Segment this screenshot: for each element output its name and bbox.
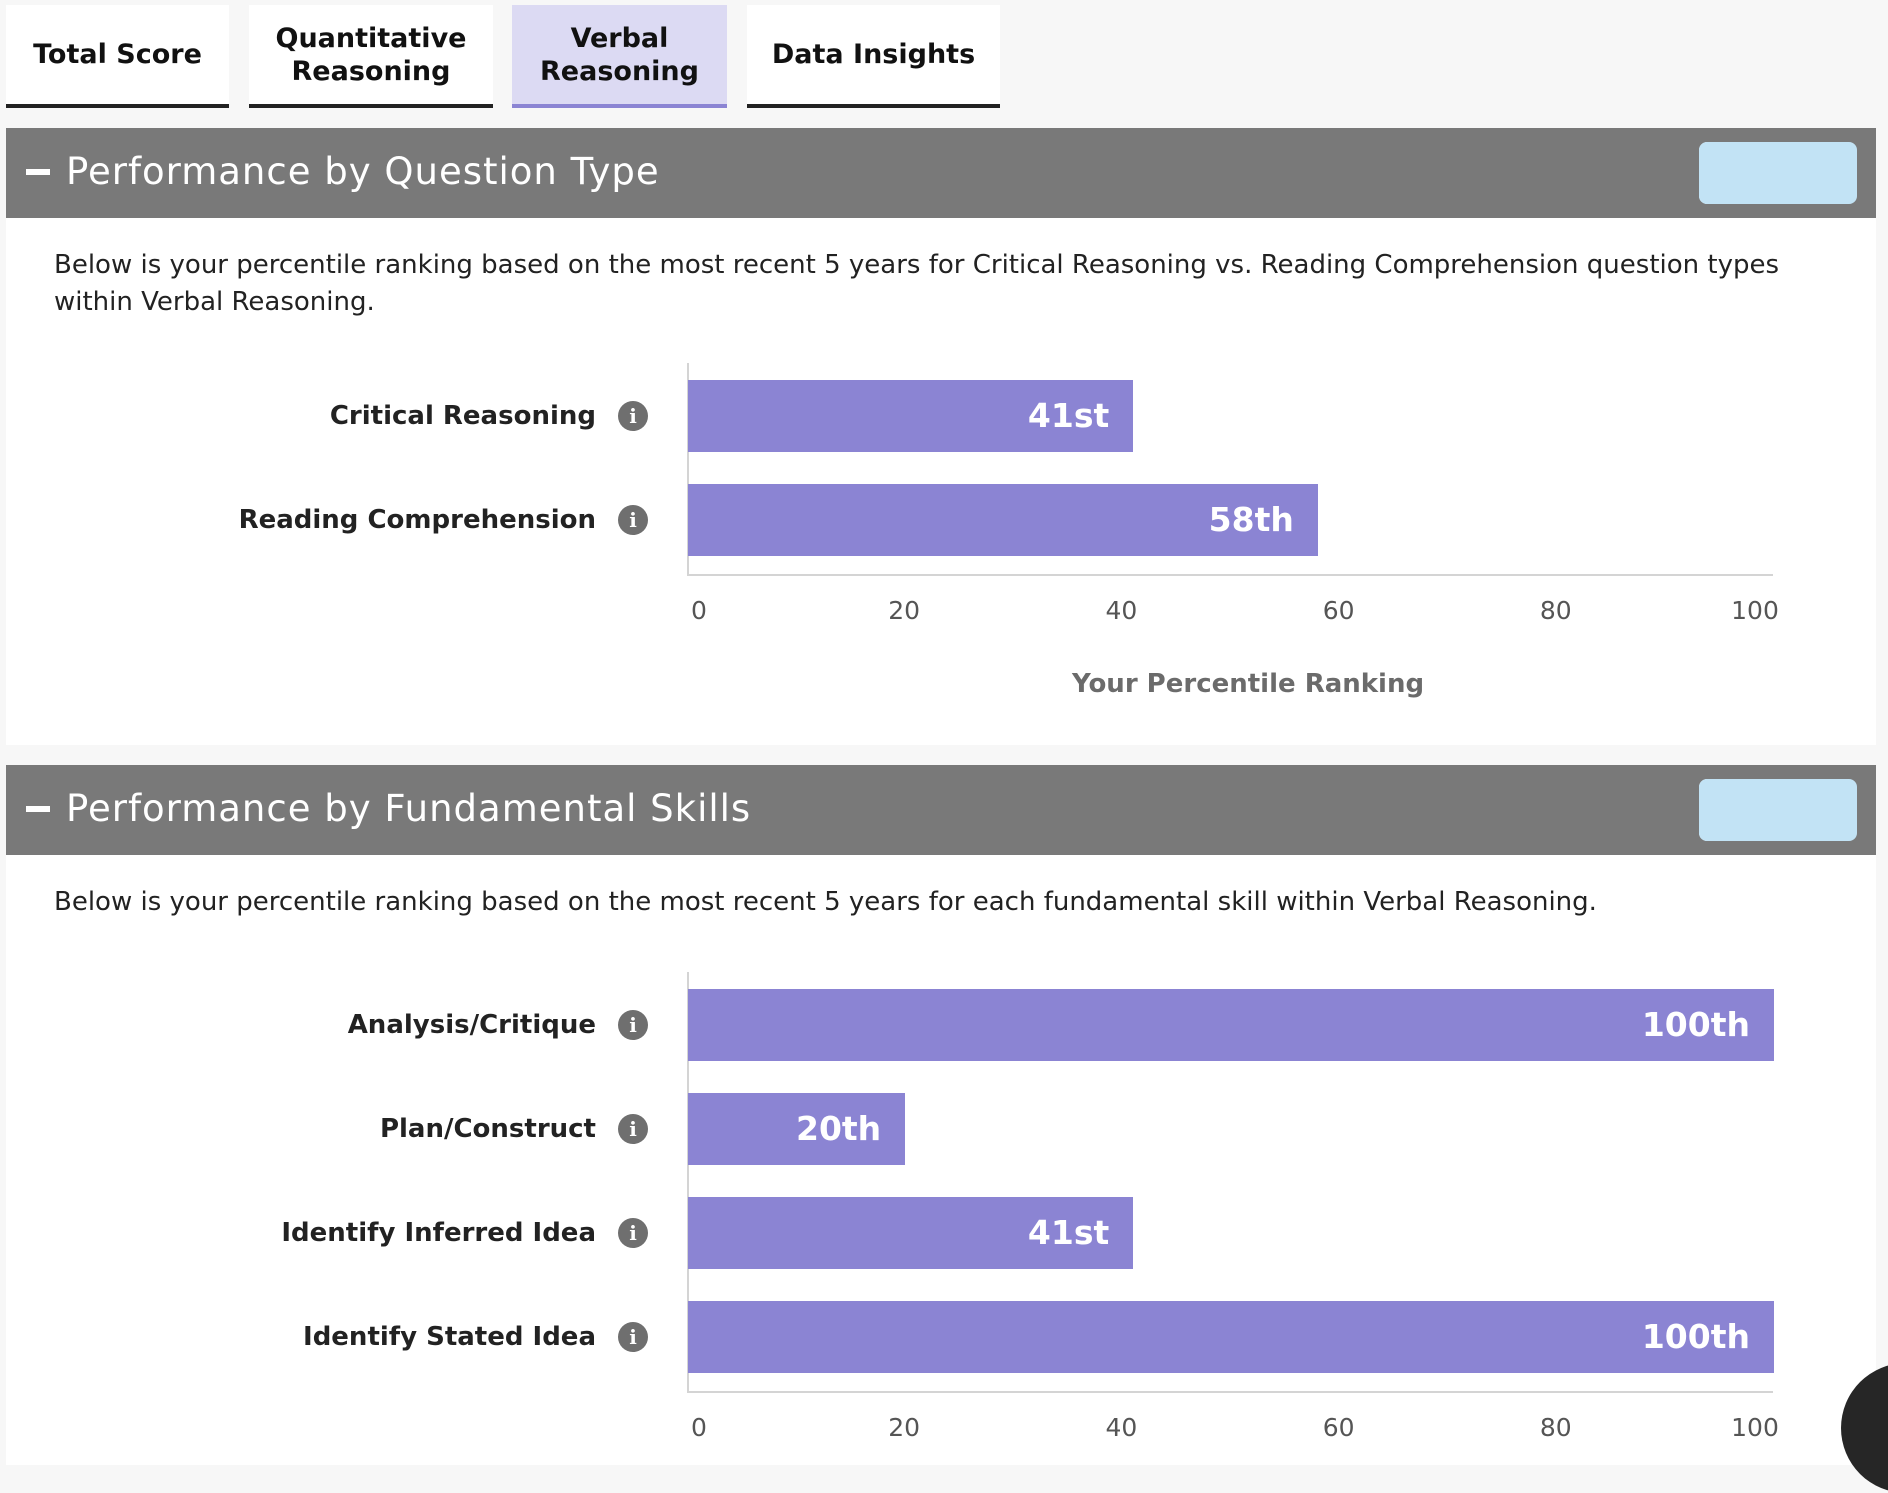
percentile-bar-chart: Critical Reasoning i 41st Reading Comprehen… <box>6 363 1876 743</box>
section-fundamental-skills: Performance by Fundamental Skills <box>6 765 1876 1465</box>
category-row: Reading Comprehension i <box>6 484 666 556</box>
chart-view-button[interactable] <box>1699 779 1857 841</box>
percentile-bar-chart: Analysis/Critique i 100th Plan/Construct i 20… <box>6 972 1876 1442</box>
bar-value-label: 41st <box>1027 1213 1110 1252</box>
category-row: Identify Inferred Idea i <box>6 1197 666 1269</box>
category-label: Identify Stated Idea <box>303 1322 596 1352</box>
x-tick-label: 100 <box>1731 596 1779 625</box>
tab-label: Verbal Reasoning <box>540 22 699 87</box>
category-label: Reading Comprehension <box>238 505 596 535</box>
minus-icon[interactable] <box>26 806 50 812</box>
view-toggle <box>1699 142 1857 204</box>
x-tick-label: 80 <box>1539 596 1572 625</box>
info-icon[interactable]: i <box>618 1322 648 1352</box>
bar-value-label: 20th <box>795 1109 882 1148</box>
x-tick-label: 60 <box>1322 596 1355 625</box>
tab-label: Data Insights <box>771 39 976 70</box>
bar-value-label: 100th <box>1641 1317 1750 1356</box>
tab-data-insights[interactable]: Data Insights <box>747 5 1000 108</box>
bar: 58th <box>688 484 1318 556</box>
x-tick-label: 40 <box>1105 596 1138 625</box>
info-icon[interactable]: i <box>618 1010 648 1040</box>
x-axis-line <box>687 574 1773 576</box>
x-tick-label: 0 <box>691 596 707 625</box>
section-title: Performance by Question Type <box>66 150 660 193</box>
x-tick-label: 20 <box>888 1413 921 1442</box>
view-toggle <box>1699 779 1857 841</box>
x-tick-label: 60 <box>1322 1413 1355 1442</box>
bar: 20th <box>688 1093 906 1165</box>
y-axis-line <box>687 363 689 574</box>
info-icon[interactable]: i <box>618 401 648 431</box>
bar-value-label: 41st <box>1027 396 1110 435</box>
category-row: Identify Stated Idea i <box>6 1301 666 1373</box>
tab-label: Total Score <box>33 39 202 70</box>
x-tick-label: 100 <box>1731 1413 1779 1442</box>
category-label: Critical Reasoning <box>329 401 596 431</box>
bar: 100th <box>688 1301 1774 1373</box>
category-label: Identify Inferred Idea <box>281 1218 596 1248</box>
x-tick-label: 0 <box>691 1413 707 1442</box>
category-row: Critical Reasoning i <box>6 380 666 452</box>
x-tick-label: 80 <box>1539 1413 1572 1442</box>
info-icon[interactable]: i <box>618 1114 648 1144</box>
tab-label: Quantitative Reasoning <box>275 22 467 87</box>
bar-value-label: 100th <box>1641 1005 1750 1044</box>
tab-total-score[interactable]: Total Score <box>6 5 229 108</box>
x-tick-label: 40 <box>1105 1413 1138 1442</box>
category-row: Plan/Construct i <box>6 1093 666 1165</box>
chart-view-button[interactable] <box>1699 142 1857 204</box>
category-row: Analysis/Critique i <box>6 989 666 1061</box>
tab-verbal-reasoning[interactable]: Verbal Reasoning <box>512 5 727 108</box>
minus-icon[interactable] <box>26 169 50 175</box>
bar: 41st <box>688 380 1134 452</box>
section-description: Below is your percentile ranking based o… <box>54 250 1780 317</box>
info-icon[interactable]: i <box>618 505 648 535</box>
bar: 41st <box>688 1197 1134 1269</box>
category-label: Analysis/Critique <box>347 1010 596 1040</box>
section-description: Below is your percentile ranking based o… <box>54 887 1597 917</box>
y-axis-line <box>687 972 689 1391</box>
section-header: Performance by Question Type <box>6 128 1876 218</box>
bar: 100th <box>688 989 1774 1061</box>
x-axis-line <box>687 1391 1773 1393</box>
section-question-type: Performance by Question Type <box>6 128 1876 745</box>
x-tick-label: 20 <box>888 596 921 625</box>
bar-value-label: 58th <box>1208 500 1294 539</box>
tab-quantitative-reasoning[interactable]: Quantitative Reasoning <box>249 5 493 108</box>
category-label: Plan/Construct <box>379 1114 596 1144</box>
section-header: Performance by Fundamental Skills <box>6 765 1876 855</box>
section-title: Performance by Fundamental Skills <box>66 787 752 830</box>
score-tabs: Total Score Quantitative Reasoning Verba… <box>0 0 1888 108</box>
info-icon[interactable]: i <box>618 1218 648 1248</box>
x-axis-title: Your Percentile Ranking <box>1072 669 1425 699</box>
